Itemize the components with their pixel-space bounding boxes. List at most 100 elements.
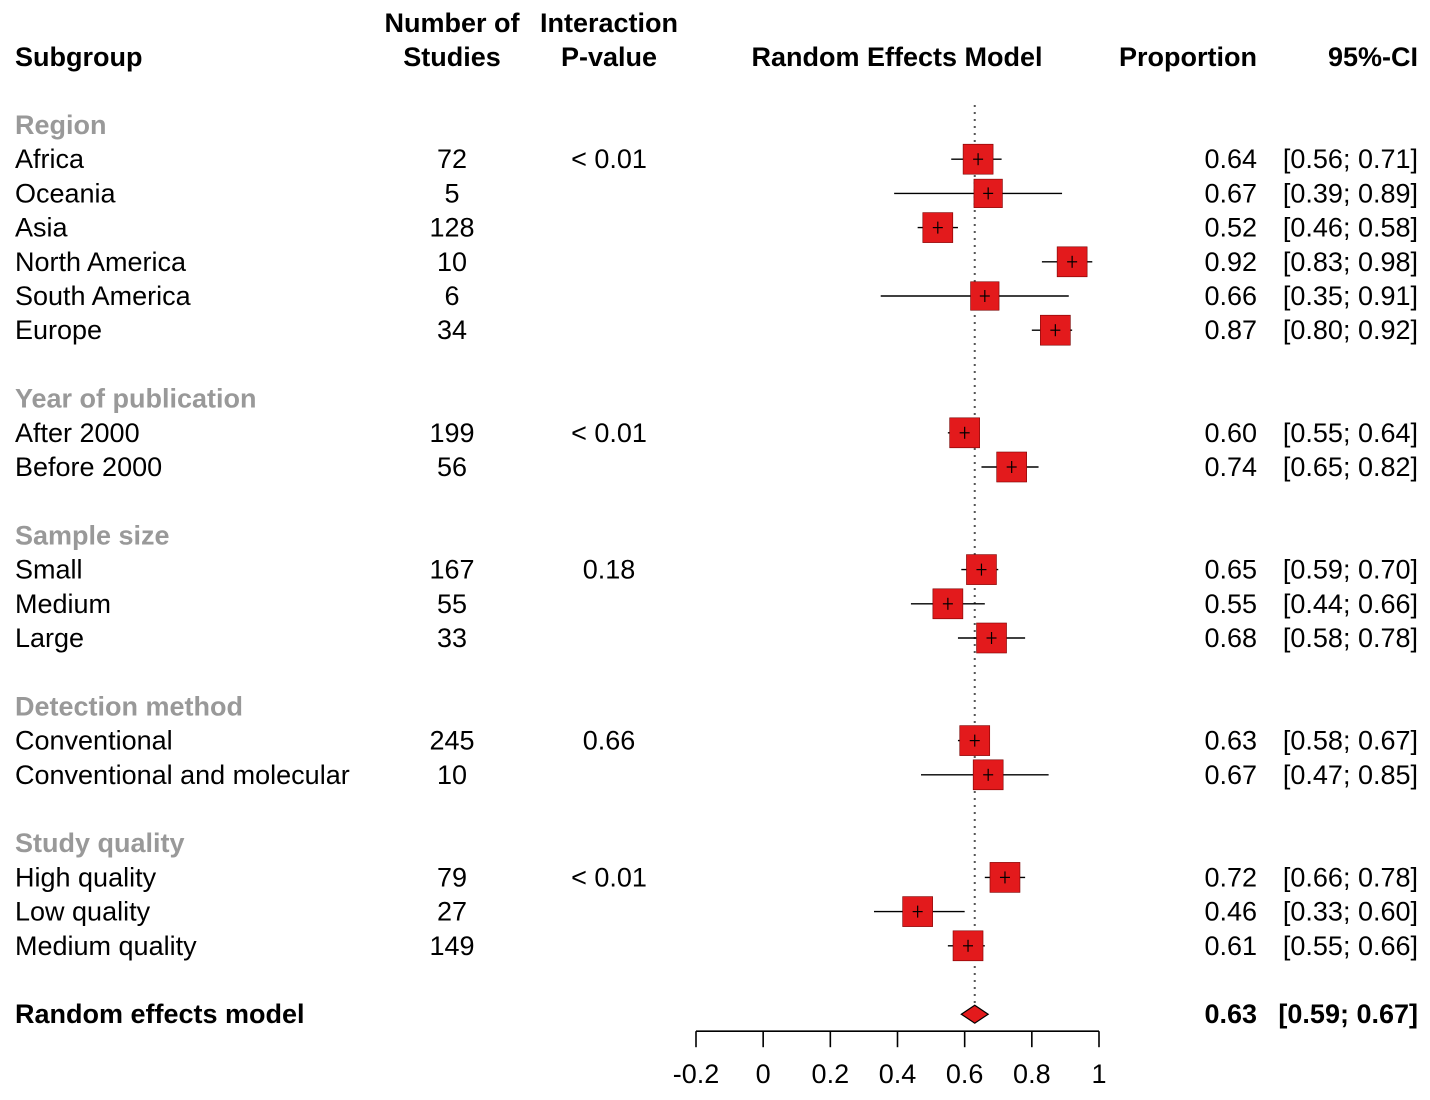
study-count: 55 [437,589,467,619]
tick-label: 0.6 [946,1059,984,1089]
subgroup-block: Detection method Conventional 245 0.66 0.63 [… [15,691,1418,789]
ci-value: [0.55; 0.66] [1283,931,1418,961]
row-label: Before 2000 [15,452,162,482]
row-label: Small [15,555,83,585]
ci-value: [0.39; 0.89] [1283,178,1418,208]
table-row: Conventional 245 0.66 0.63 [0.58; 0.67] [15,726,1418,756]
forest-row-marks [917,212,958,243]
table-rows: Region Africa 72 < 0.01 0.64 [0.56; 0.71] Ocea… [15,110,1418,1029]
forest-row-marks [880,281,1069,311]
proportion-value: 0.55 [1204,589,1257,619]
forest-row-marks [873,896,965,927]
forest-row-marks [1041,246,1093,278]
subgroup-block: Region Africa 72 < 0.01 0.64 [0.56; 0.71] Ocea… [15,110,1418,345]
ci-value: [0.65; 0.82] [1283,452,1418,482]
row-label: South America [15,281,192,311]
ci-value: [0.83; 0.98] [1283,247,1418,277]
studies-header-line1: Number of [385,8,521,38]
table-row: Low quality 27 0.46 [0.33; 0.60] [15,897,1418,927]
tick-label: 0.2 [812,1059,850,1089]
pvalue-header-line2: P-value [561,42,657,72]
row-label: Medium quality [15,931,197,961]
forest-row-marks [957,725,991,756]
proportion-value: 0.66 [1204,281,1257,311]
subgroup-block: Study quality High quality 79 < 0.01 0.72 [0.… [15,828,1418,961]
forest-row-marks [981,451,1039,483]
study-count: 79 [437,862,467,892]
proportion-value: 0.65 [1204,555,1257,585]
tick-label: 0.8 [1013,1059,1051,1089]
study-count: 33 [437,623,467,653]
group-label: Region [15,110,107,140]
study-count: 245 [429,726,474,756]
study-count: 56 [437,452,467,482]
row-label: Large [15,623,84,653]
studies-header-line2: Studies [403,42,501,72]
row-label: North America [15,247,187,277]
proportion-value: 0.67 [1204,178,1257,208]
x-axis: -0.2 0 0.2 0.4 0.6 0.8 1 [673,1030,1107,1089]
row-label: Conventional [15,726,173,756]
subgroup-block: Sample size Small 167 0.18 0.65 [0.59; 0.70] M… [15,520,1418,653]
table-row: Medium quality 149 0.61 [0.55; 0.66] [15,931,1418,961]
study-count: 10 [437,760,467,790]
row-label: Oceania [15,178,117,208]
table-row: After 2000 199 < 0.01 0.60 [0.55; 0.64] [15,418,1418,448]
row-label: After 2000 [15,418,140,448]
interaction-pvalue: < 0.01 [571,418,647,448]
proportion-value: 0.46 [1204,897,1257,927]
study-count: 167 [429,555,474,585]
overall-row: Random effects model 0.63 [0.59; 0.67] [15,999,1418,1029]
ci-value: [0.58; 0.78] [1283,623,1418,653]
row-label: Conventional and molecular [15,760,350,790]
subgroup-block: Year of publication After 2000 199 < 0.01 0.… [15,384,1418,482]
proportion-value: 0.67 [1204,760,1257,790]
table-row: Small 167 0.18 0.65 [0.59; 0.70] [15,555,1418,585]
table-row: South America 6 0.66 [0.35; 0.91] [15,281,1418,311]
pvalue-header-line1: Interaction [540,8,678,38]
ci-value: [0.58; 0.67] [1283,726,1418,756]
group-label: Sample size [15,520,170,550]
group-label: Year of publication [15,384,257,414]
overall-diamond [960,1004,990,1024]
forest-row-marks [961,554,999,585]
forest-row-marks [947,930,985,962]
forest-row-marks [951,143,1002,175]
forest-row-marks [957,622,1026,654]
table-row: Oceania 5 0.67 [0.39; 0.89] [15,178,1418,208]
group-label: Study quality [15,828,185,858]
row-label: Low quality [15,897,151,927]
ci-value: [0.66; 0.78] [1283,862,1418,892]
subgroup-header: Subgroup [15,42,142,72]
study-count: 199 [429,418,474,448]
table-row: North America 10 0.92 [0.83; 0.98] [15,247,1418,277]
row-label: Medium [15,589,111,619]
group-label: Detection method [15,691,243,721]
interaction-pvalue: 0.18 [583,555,636,585]
tick-label: 1 [1091,1059,1106,1089]
study-count: 27 [437,897,467,927]
forest-row-marks [910,588,985,620]
ci-value: [0.55; 0.64] [1283,418,1418,448]
ci-value: [0.33; 0.60] [1283,897,1418,927]
ci-value: [0.80; 0.92] [1283,315,1418,345]
plot-area [873,105,1093,1024]
overall-proportion: 0.63 [1204,999,1257,1029]
proportion-value: 0.63 [1204,726,1257,756]
proportion-value: 0.60 [1204,418,1257,448]
table-row: Before 2000 56 0.74 [0.65; 0.82] [15,452,1418,482]
forest-row-marks [921,759,1049,791]
ci-value: [0.35; 0.91] [1283,281,1418,311]
table-row: Large 33 0.68 [0.58; 0.78] [15,623,1418,653]
proportion-value: 0.87 [1204,315,1257,345]
study-count: 5 [444,178,459,208]
proportion-value: 0.64 [1204,144,1257,174]
ci-value: [0.46; 0.58] [1283,213,1418,243]
tick-label: 0.4 [879,1059,917,1089]
overall-label: Random effects model [15,999,305,1029]
study-count: 10 [437,247,467,277]
ci-header: 95%-CI [1328,42,1418,72]
table-row: Asia 128 0.52 [0.46; 0.58] [15,213,1418,243]
forest-row-marks [984,862,1026,893]
